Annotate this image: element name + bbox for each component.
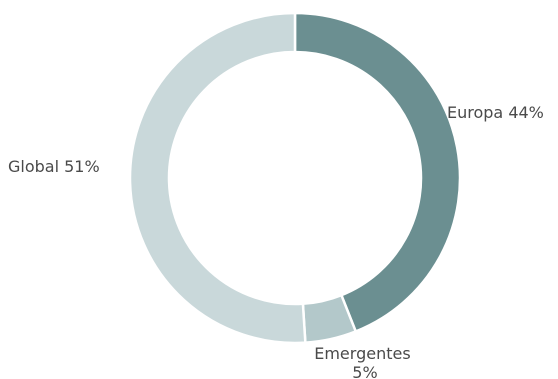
- slice-label-global: Global 51%: [8, 157, 100, 176]
- donut-slice-2: [128, 11, 307, 345]
- donut-slice-0: [293, 11, 462, 334]
- slice-label-emergentes-name: Emergentes: [314, 344, 410, 363]
- slice-label-emergentes-pct: 5%: [352, 363, 377, 379]
- donut-slices: [128, 11, 462, 345]
- slice-label-europa: Europa 44%: [447, 103, 544, 122]
- slice-label-emergentes: Emergentes 5%: [314, 344, 416, 379]
- slice-labels: Europa 44% Emergentes 5% Global 51%: [8, 103, 544, 379]
